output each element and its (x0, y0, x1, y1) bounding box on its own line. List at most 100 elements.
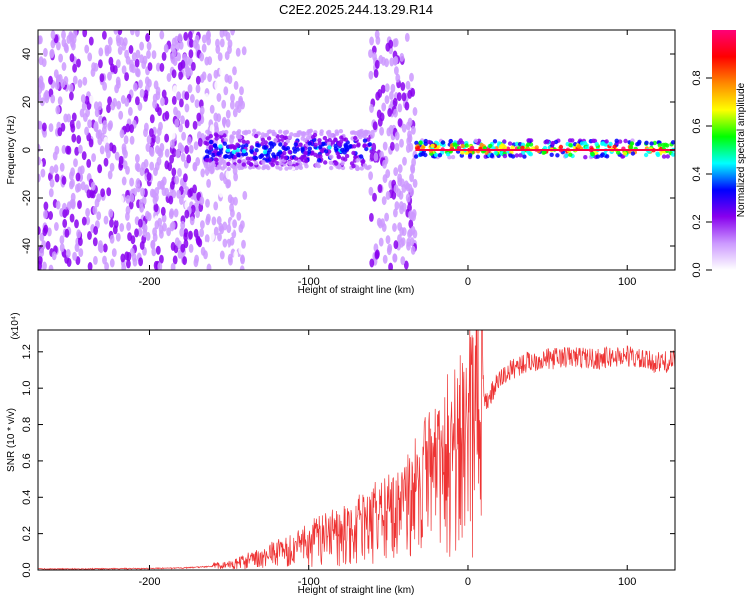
spectrogram-cell (228, 144, 233, 149)
spectrogram-cell (338, 129, 344, 134)
spectrogram-cell (191, 61, 196, 71)
spectrogram-cell (629, 141, 635, 146)
spectrogram-y-tick-label: -40 (21, 238, 33, 254)
spectrogram-cell (43, 47, 48, 57)
spectrogram-cell (359, 166, 364, 171)
spectrogram-cell (204, 56, 210, 66)
spectrogram-cell (233, 80, 239, 90)
colorbar: 0.0 0.2 0.4 0.6 0.8 Normalized spectral ampl… (691, 30, 747, 278)
spectrogram-cell (152, 195, 158, 205)
spectrogram-cell (568, 143, 573, 148)
spectrogram-cell (303, 150, 308, 155)
spectrogram-cell (175, 149, 181, 159)
spectrogram-cell (361, 159, 366, 164)
spectrogram-cell (102, 255, 107, 265)
spectrogram-cell (213, 226, 219, 236)
spectrogram-cell (403, 260, 409, 270)
spectrogram-cell (76, 58, 81, 68)
spectrogram-cell (80, 94, 86, 104)
snr-x-tick-label: -100 (298, 576, 320, 588)
spectrogram-cell (211, 152, 216, 158)
spectrogram-cell (78, 248, 84, 258)
spectrogram-cell (55, 200, 61, 210)
spectrogram-cell (114, 84, 119, 94)
spectrogram-cell (124, 97, 130, 107)
spectrogram-cell (313, 142, 318, 148)
spectrogram-cell (172, 85, 178, 95)
spectrogram-cell (170, 221, 176, 230)
spectrogram-cell (40, 81, 45, 91)
spectrogram-cell (374, 30, 380, 39)
spectrogram-cell (132, 82, 138, 92)
spectrogram-cell (379, 126, 384, 136)
spectrogram-cell (216, 164, 221, 169)
spectrogram-cell (68, 83, 74, 93)
spectrogram-cell (222, 221, 228, 231)
spectrogram-cell (47, 227, 52, 237)
spectrogram-cell (216, 151, 221, 156)
spectrogram-cell (256, 131, 262, 136)
spectrogram-cell (392, 38, 398, 48)
spectrogram-cell (195, 84, 201, 94)
spectrogram-cell (219, 156, 225, 162)
spectrogram-cell (199, 105, 205, 115)
spectrogram-cell (545, 139, 550, 144)
spectrogram-cell (217, 52, 223, 62)
spectrogram-cell (241, 46, 247, 56)
spectrogram-cell (273, 137, 278, 143)
spectrogram-cell (70, 38, 75, 48)
spectrogram-cell (66, 34, 72, 44)
spectrogram-cell (205, 136, 210, 141)
spectrogram-cell (203, 161, 208, 166)
spectrogram-cell (72, 30, 78, 39)
spectrogram-cell (229, 163, 235, 168)
spectrogram-cell (260, 137, 266, 142)
spectrogram-cell (261, 145, 267, 150)
spectrogram-cell (644, 140, 649, 145)
spectrogram-cell (238, 95, 244, 105)
spectrogram-cell (278, 142, 283, 147)
spectrogram-cell (62, 218, 68, 228)
spectrogram-cell (218, 144, 223, 149)
spectrogram-cell (356, 143, 361, 148)
spectrogram-cell (178, 71, 184, 80)
spectrogram-cell (69, 213, 75, 223)
spectrogram-cell (102, 243, 108, 253)
spectrogram-cell (399, 52, 405, 62)
spectrogram-cell (216, 216, 222, 225)
spectrogram-cell (129, 63, 134, 73)
spectrogram-cell (61, 144, 67, 154)
spectrogram-cell (61, 175, 67, 185)
snr-y-multiplier: (x10⁴) (10, 312, 21, 339)
spectrogram-cell (362, 143, 367, 148)
snr-x-ticks: -200 -100 0 100 (138, 330, 636, 588)
spectrogram-cell (146, 172, 152, 182)
spectrogram-cell (188, 230, 193, 240)
spectrogram-cell (329, 165, 334, 171)
spectrogram-cell (161, 187, 167, 197)
spectrogram-cell (230, 30, 235, 36)
spectrogram-cell (125, 165, 130, 175)
spectrogram-cell (144, 122, 149, 132)
spectrogram-cell (661, 154, 667, 159)
spectrogram-cell (74, 146, 80, 156)
spectrogram-cell (81, 151, 87, 161)
spectrogram-cell (139, 167, 145, 177)
spectrogram-cell (401, 183, 407, 193)
spectrogram-cell (183, 228, 189, 238)
spectrogram-cell (219, 172, 225, 181)
spectrogram-cell (159, 229, 164, 239)
spectrogram-cell (665, 154, 670, 159)
spectrogram-cell (219, 67, 224, 77)
spectrogram-cell (307, 132, 312, 137)
spectrogram-cell (390, 83, 396, 93)
spectrogram-cell (128, 45, 134, 54)
spectrogram-cell (181, 131, 187, 141)
spectrogram-cell (183, 173, 188, 183)
spectrogram-cell (149, 161, 155, 171)
spectrogram-cell (93, 226, 98, 235)
snr-series-line (38, 330, 675, 570)
spectrogram-cell (617, 139, 623, 144)
spectrogram-cell (526, 138, 531, 143)
